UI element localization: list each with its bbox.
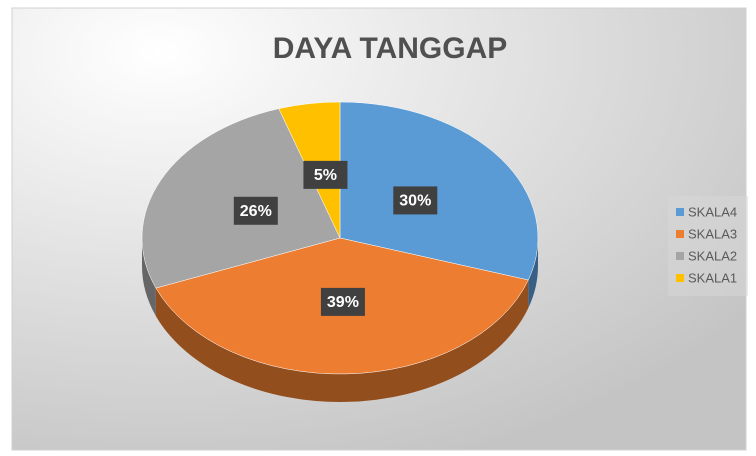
- labels: 30% 39% 26% 5%: [233, 160, 438, 316]
- data-label: 26%: [240, 203, 272, 220]
- legend: SKALA4 SKALA3 SKALA2 SKALA1: [668, 196, 748, 296]
- legend-swatch: [676, 274, 684, 282]
- data-label-box: [320, 287, 365, 316]
- data-label-box: [303, 160, 348, 189]
- legend-label: SKALA1: [688, 270, 737, 285]
- slice-side: [528, 238, 538, 309]
- slice: [339, 101, 539, 281]
- data-label-box: [393, 186, 438, 215]
- legend-label: SKALA3: [688, 226, 737, 241]
- data-label-box: [233, 196, 278, 225]
- data-label: 30%: [399, 193, 431, 210]
- legend-swatch: [676, 230, 684, 238]
- legend-swatch: [676, 208, 684, 216]
- slice-side: [155, 280, 529, 403]
- pie: [141, 101, 539, 403]
- legend-swatch: [676, 252, 684, 260]
- legend-label: SKALA2: [688, 248, 737, 263]
- slice-side: [142, 238, 156, 317]
- chart-title: DAYA TANGGAP: [273, 32, 508, 65]
- data-label: 39%: [327, 294, 359, 311]
- legend-label: SKALA4: [688, 204, 737, 219]
- data-label: 5%: [314, 167, 337, 184]
